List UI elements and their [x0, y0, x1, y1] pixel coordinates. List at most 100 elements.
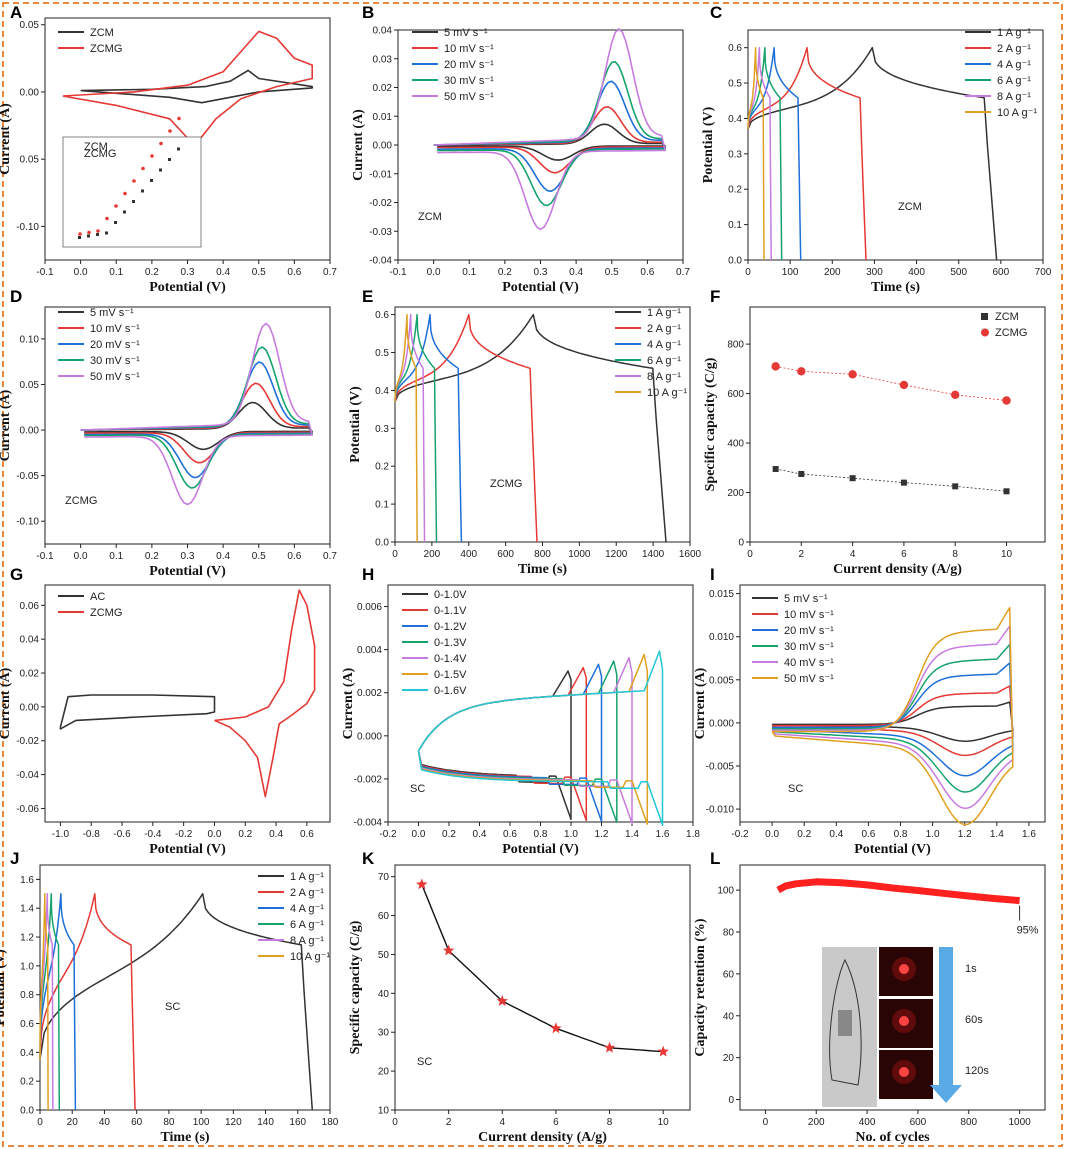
- x-axis-label: Potential (V): [854, 842, 931, 857]
- cv-curve: [771, 685, 1014, 757]
- y-tick-label: 0.06: [20, 601, 40, 612]
- y-axis-label: Current (A): [693, 667, 708, 739]
- inset-point-zcm: [177, 147, 180, 151]
- x-tick-label: 200: [824, 267, 841, 278]
- legend-label: 2 A g⁻¹: [647, 323, 681, 335]
- x-tick-label: 0.2: [498, 267, 512, 278]
- y-tick-label: 600: [727, 389, 744, 400]
- gcd-curve: [394, 313, 438, 543]
- x-tick-label: 0.7: [323, 267, 337, 278]
- legend-label: 6 A g⁻¹: [647, 355, 681, 367]
- legend-label: 6 A g⁻¹: [290, 919, 324, 931]
- panel-label: F: [710, 287, 720, 306]
- inset-point-zcm: [87, 234, 90, 238]
- x-tick-label: 0.6: [861, 829, 875, 840]
- legend-label: ZCMG: [995, 327, 1027, 339]
- series-line: [775, 366, 1007, 401]
- x-tick-label: 6: [553, 1117, 559, 1128]
- led-photo-inset: 1s 60s 120s: [822, 947, 989, 1107]
- x-tick-label: 600: [497, 549, 514, 560]
- y-ticks: 0 20 40 60 80 100: [717, 886, 740, 1106]
- y-tick-label: 0.0: [20, 1106, 34, 1117]
- x-tick-label: 0.0: [74, 551, 88, 562]
- panel-label: K: [362, 849, 375, 868]
- inset-point-zcm: [159, 168, 162, 172]
- legend-label: 20 mV s⁻¹: [444, 59, 494, 71]
- x-tick-label: 0.6: [503, 829, 517, 840]
- panel-h: H -0.2 0.0 0.2 0.4 0.6 0.8 1.0 1.2 1.4 1.6 1.8 0.006…: [341, 565, 700, 857]
- y-axis-label: Current (A): [0, 103, 13, 175]
- x-tick-label: 1.6: [1022, 829, 1036, 840]
- time-label: 120s: [965, 1065, 989, 1077]
- x-axis-label: No. of cycles: [855, 1130, 930, 1145]
- legend-label: 8 A g⁻¹: [647, 371, 681, 383]
- device-wire: [829, 958, 862, 1086]
- x-tick-label: 0.0: [412, 829, 426, 840]
- y-ticks: 0.006 0.004 0.002 0.000 -0.002 -0.004: [354, 602, 388, 829]
- gcd-curve: [394, 313, 538, 543]
- x-tick-label: 700: [1035, 267, 1052, 278]
- panel-label: C: [710, 3, 722, 22]
- sample-annotation: ZCM: [898, 201, 922, 213]
- gcd-curve: [747, 46, 783, 261]
- y-tick-label: 0.5: [728, 79, 742, 90]
- y-tick-label: 1.0: [20, 961, 34, 972]
- panel-label: L: [710, 849, 720, 868]
- y-tick-label: 80: [723, 928, 735, 939]
- x-tick-label: 40: [99, 1117, 111, 1128]
- x-tick-label: -0.2: [731, 829, 749, 840]
- y-tick-label: 0.00: [373, 141, 393, 152]
- led-glow: [899, 1016, 909, 1026]
- y-tick-label: 0.01: [373, 112, 393, 123]
- x-tick-label: 600: [993, 267, 1010, 278]
- panel-b: B-0.1 0.0 0.1 0.2 0.3 0.4 0.5 0.6 0.70.040.030.0…: [351, 3, 690, 295]
- data-point: [772, 466, 779, 473]
- y-tick-label: 40: [723, 1011, 735, 1022]
- series-group: [59, 589, 316, 798]
- x-tick-label: 0.2: [797, 829, 811, 840]
- y-ticks: 0.04 0.03 0.02 0.01 0.00 -0.01 -0.02 -0.03 -0.04: [369, 26, 398, 267]
- x-tick-label: 100: [193, 1117, 210, 1128]
- y-axis-label: Specific capacity (C/g): [703, 357, 718, 491]
- x-tick-label: 80: [163, 1117, 175, 1128]
- legend-label: 0-1.5V: [434, 669, 467, 681]
- gcd-curve: [747, 46, 802, 261]
- x-tick-label: 1.4: [990, 829, 1004, 840]
- series-group: [771, 606, 1014, 826]
- x-tick-label: -0.1: [36, 551, 54, 562]
- legend-label: 0-1.4V: [434, 653, 467, 665]
- data-point: [952, 483, 959, 490]
- inset-point-zcm: [96, 233, 99, 236]
- x-tick-label: 200: [808, 1117, 825, 1128]
- y-tick-label: 0.6: [20, 1019, 34, 1030]
- legend-label: 6 A g⁻¹: [997, 75, 1031, 87]
- y-tick-label: 0.2: [728, 185, 742, 196]
- series-group: [80, 322, 313, 506]
- gcd-curve: [747, 46, 867, 261]
- plot-area: [739, 584, 1046, 823]
- y-ticks: 0.0 0.1 0.2 0.3 0.4 0.5 0.6: [375, 310, 395, 549]
- x-tick-label: 1.0: [926, 829, 940, 840]
- panel-e: E0 200 400 600 800 1000 1200 1400 16000.00.10.20…: [348, 287, 702, 577]
- x-tick-label: 2: [446, 1117, 452, 1128]
- data-point: [1002, 396, 1011, 405]
- legend-label: 4 A g⁻¹: [647, 339, 681, 351]
- gcd-curve: [394, 313, 463, 543]
- x-ticks: 0 20 40 60 80 100 120 140 160 180: [37, 1110, 339, 1128]
- x-tick-label: 0.6: [287, 267, 301, 278]
- inset-point-zcmg: [141, 166, 145, 171]
- x-tick-label: 0.2: [145, 551, 159, 562]
- y-tick-label: 800: [727, 340, 744, 351]
- x-tick-label: 0.3: [534, 267, 548, 278]
- gcd-curve: [747, 46, 772, 261]
- x-axis-label: Potential (V): [149, 564, 226, 579]
- plot-area: [39, 864, 331, 1111]
- x-tick-label: 0: [392, 549, 398, 560]
- inset-point-zcmg: [123, 191, 127, 196]
- gcd-curve: [39, 893, 49, 1111]
- legend-label: 10 mV s⁻¹: [444, 43, 494, 55]
- x-tick-label: -0.6: [113, 829, 131, 840]
- x-tick-label: 0.1: [462, 267, 476, 278]
- x-tick-label: 800: [534, 549, 551, 560]
